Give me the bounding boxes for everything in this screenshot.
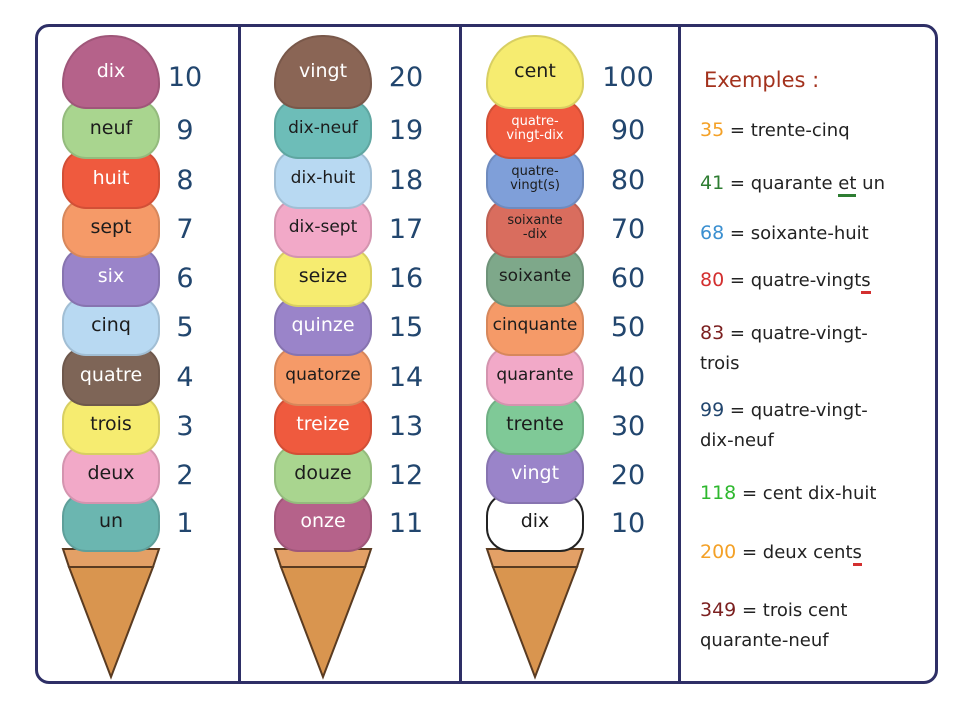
example-number: 41 [700,172,725,194]
scoop-number: 9 [176,115,194,146]
example-number: 83 [700,322,725,344]
example-words: = trente-cinq [729,120,850,141]
example-words: = quarante [729,173,839,194]
example-words: = trois cent quarante-neuf [700,600,848,652]
scoop-label: neuf [62,99,160,159]
example-number: 35 [700,119,725,141]
example-words: = soixante-huit [729,223,869,244]
scoop-number: 13 [388,411,424,442]
example-words: un [856,173,885,194]
scoop-number: 4 [176,362,194,393]
example-number: 118 [700,482,737,504]
scoop-number: 11 [388,508,424,539]
scoop-number: 100 [602,62,654,93]
example-words: = quatre-vingt- dix-neuf [700,400,868,452]
scoop-label: quatre- vingt(s) [486,149,584,209]
scoop-label: vingt [274,35,372,109]
scoop-number: 30 [610,411,646,442]
example-row: 80 = quatre-vingts [700,265,932,296]
scoop-number: 20 [610,460,646,491]
scoop-number: 12 [388,460,424,491]
ice-cream-cone [61,548,161,680]
example-row: 118 = cent dix-huit [700,478,932,509]
scoop-number: 10 [610,508,646,539]
column-divider [678,26,681,684]
example-words: = cent dix-huit [742,483,877,504]
example-row: 68 = soixante-huit [700,218,932,249]
example-number: 68 [700,222,725,244]
example-words: = deux cent [742,542,853,563]
scoop-label: quatre- vingt-dix [486,99,584,159]
example-row: 349 = trois cent quarante-neuf [700,595,932,656]
example-words: et [838,173,857,197]
scoop-label: dix-neuf [274,99,372,159]
example-words: s [852,542,862,566]
scoop-number: 90 [610,115,646,146]
scoop-number: 2 [176,460,194,491]
scoop-number: 1 [176,508,194,539]
scoop-number: 5 [176,312,194,343]
example-row: 41 = quarante et un [700,168,932,199]
scoop-number: 70 [610,214,646,245]
example-words: = quatre-vingt- trois [700,323,868,375]
scoop-label: quarante [486,346,584,406]
scoop-number: 6 [176,263,194,294]
scoop-number: 16 [388,263,424,294]
scoop-number: 40 [610,362,646,393]
example-words: s [861,270,871,294]
scoop-number: 80 [610,165,646,196]
scoop-number: 18 [388,165,424,196]
example-number: 80 [700,269,725,291]
ice-cream-cone [273,548,373,680]
scoop-label: cinq [62,296,160,356]
example-number: 200 [700,541,737,563]
example-words: = quatre-vingt [729,270,862,291]
examples-title: Exemples : [704,68,820,92]
scoop-label: quatorze [274,346,372,406]
scoop-number: 3 [176,411,194,442]
example-number: 99 [700,399,725,421]
example-row: 35 = trente-cinq [700,115,932,146]
scoop-number: 7 [176,214,194,245]
ice-cream-cone [485,548,585,680]
scoop-number: 8 [176,165,194,196]
example-row: 200 = deux cents [700,537,932,568]
column-divider [238,26,241,684]
scoop-number: 19 [388,115,424,146]
scoop-number: 60 [610,263,646,294]
scoop-number: 17 [388,214,424,245]
scoop-number: 14 [388,362,424,393]
scoop-label: dix-huit [274,149,372,209]
scoop-label: seize [274,247,372,307]
example-row: 99 = quatre-vingt- dix-neuf [700,395,932,456]
column-divider [459,26,462,684]
scoop-number: 50 [610,312,646,343]
example-number: 349 [700,599,737,621]
scoop-number: 15 [388,312,424,343]
scoop-number: 10 [167,62,203,93]
example-row: 83 = quatre-vingt- trois [700,318,932,379]
scoop-number: 20 [388,62,424,93]
